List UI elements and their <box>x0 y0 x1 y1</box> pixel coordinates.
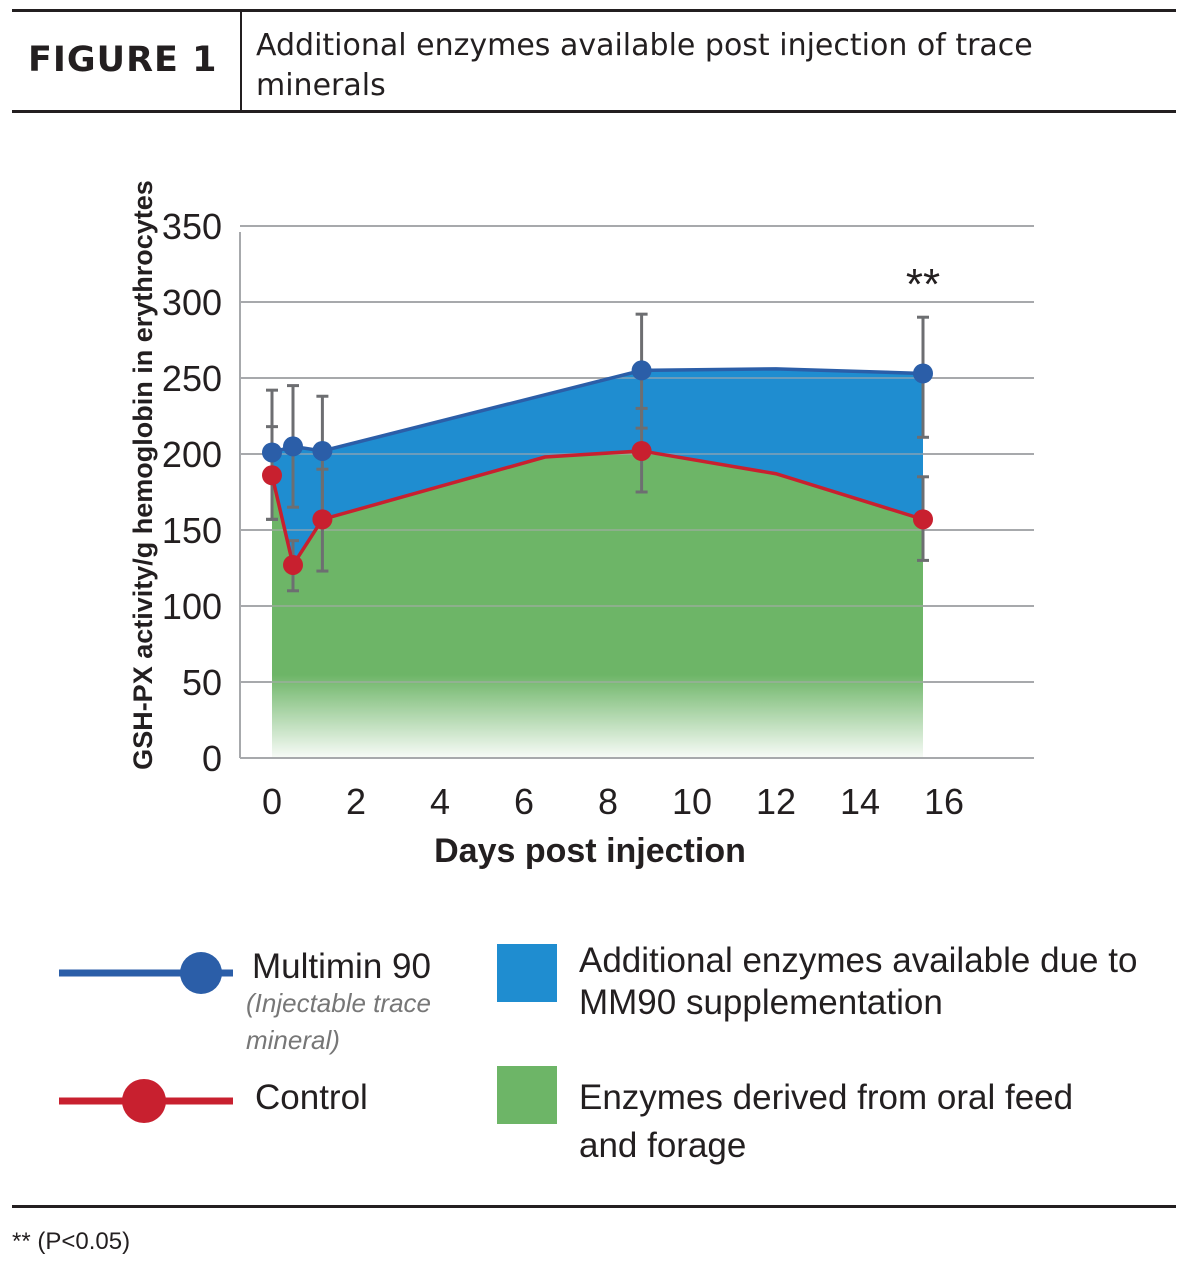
mm90-point-2 <box>312 440 333 461</box>
area-fade-overlay <box>271 674 924 758</box>
figure-title: Additional enzymes available post inject… <box>256 28 1033 103</box>
y-tick-label-200: 200 <box>162 434 222 475</box>
y-tick-label-350: 350 <box>162 206 222 247</box>
legend-mm90-sublabel-2: mineral) <box>246 1025 340 1055</box>
footer-rule <box>12 1205 1176 1208</box>
area-additional-enzymes <box>272 368 923 565</box>
control-point-2 <box>312 509 333 530</box>
axes <box>239 232 1034 759</box>
mm90-point-1 <box>283 436 303 457</box>
x-tick-label-4: 4 <box>430 781 450 822</box>
data-points <box>262 360 933 575</box>
x-tick-label-14: 14 <box>840 781 880 822</box>
y-axis-title: GSH-PX activity/g hemoglobin in erythroc… <box>128 180 158 770</box>
area-fills <box>271 368 924 758</box>
x-tick-label-6: 6 <box>514 781 534 822</box>
legend-green-label-2: and forage <box>579 1126 747 1165</box>
chart-labels: 0 50 100 150 200 250 300 350 0 2 4 6 8 10 12 14 16 Days p… <box>128 180 964 870</box>
x-tick-label-0: 0 <box>262 781 282 822</box>
control-point-4 <box>913 509 933 530</box>
y-tick-label-150: 150 <box>162 510 222 551</box>
legend-blue-label-2: MM90 supplementation <box>579 983 943 1022</box>
mm90-point-0 <box>262 442 282 463</box>
x-tick-label-2: 2 <box>346 781 366 822</box>
x-tick-label-12: 12 <box>756 781 796 822</box>
y-tick-label-50: 50 <box>182 662 222 703</box>
legend-blue-swatch <box>497 944 557 1002</box>
x-tick-label-10: 10 <box>672 781 712 822</box>
legend-control-marker <box>122 1079 166 1123</box>
y-tick-label-250: 250 <box>162 358 222 399</box>
figure-label: FIGURE 1 <box>28 40 218 80</box>
legend-mm90-swatch <box>59 952 233 994</box>
mm90-point-3 <box>631 360 652 381</box>
legend-mm90-marker <box>180 952 222 994</box>
legend-mm90-label: Multimin 90 <box>252 947 431 986</box>
header-divider <box>240 12 242 110</box>
legend-control-swatch <box>59 1079 233 1123</box>
significance-marker: ** <box>906 260 940 309</box>
gsh-px-chart: 0 50 100 150 200 250 300 350 0 2 4 6 8 10 12 14 16 Days p… <box>128 180 1034 870</box>
y-tick-label-300: 300 <box>162 282 222 323</box>
legend-control-label: Control <box>255 1078 368 1117</box>
x-axis-title: Days post injection <box>434 832 746 870</box>
x-tick-label-8: 8 <box>598 781 618 822</box>
control-point-0 <box>262 465 282 486</box>
top-rule <box>12 9 1176 12</box>
legend-green-swatch <box>497 1066 557 1124</box>
legend-blue-label-1: Additional enzymes available due to <box>579 941 1138 980</box>
header-bottom-rule <box>12 110 1176 113</box>
footnote: ** (P<0.05) <box>12 1228 131 1255</box>
y-tick-label-100: 100 <box>162 586 222 627</box>
control-point-1 <box>283 554 303 575</box>
control-point-3 <box>631 440 652 461</box>
legend-mm90-sublabel-1: (Injectable trace <box>246 988 431 1018</box>
x-tick-label-16: 16 <box>924 781 964 822</box>
y-tick-label-0: 0 <box>202 738 222 779</box>
legend-green-label-1: Enzymes derived from oral feed <box>579 1078 1074 1117</box>
mm90-point-4 <box>913 363 933 384</box>
